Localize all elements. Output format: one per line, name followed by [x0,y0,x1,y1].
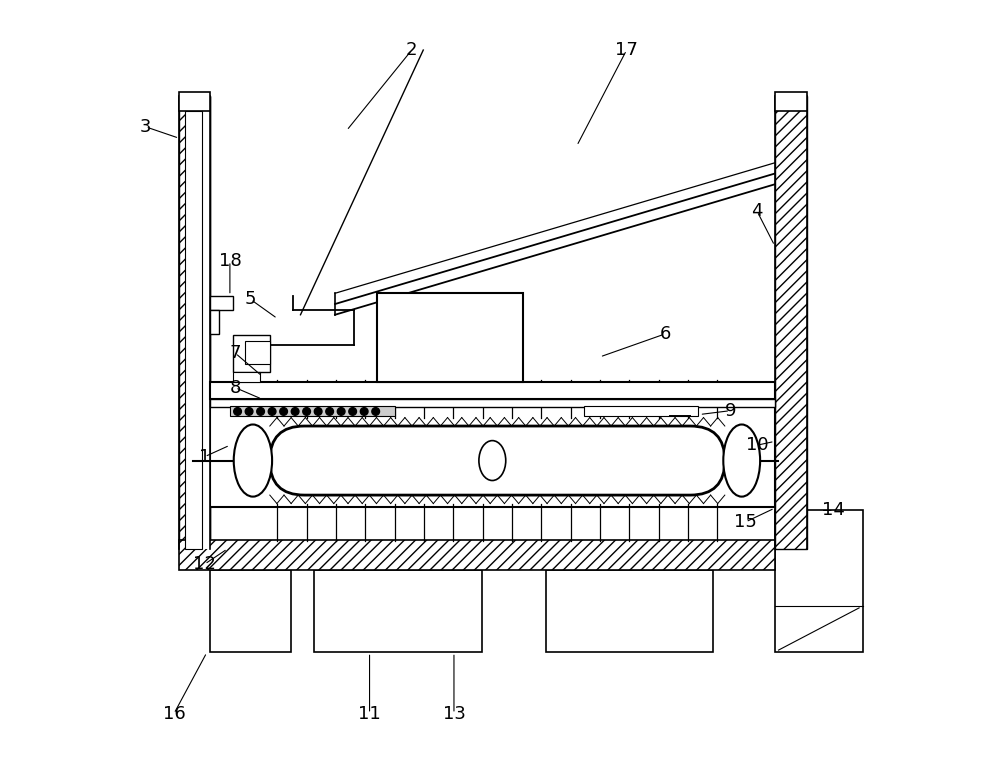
Text: 16: 16 [163,705,185,723]
Circle shape [326,408,333,415]
Bar [210,310,219,334]
Bar [210,382,775,399]
Bar [185,111,202,549]
Circle shape [349,408,357,415]
Text: 17: 17 [615,41,638,59]
Bar [179,540,775,569]
Text: 10: 10 [746,436,768,454]
Text: 6: 6 [659,325,671,343]
Circle shape [234,408,241,415]
Circle shape [291,408,299,415]
Bar [775,511,863,652]
Ellipse shape [479,441,506,481]
Text: 11: 11 [358,705,381,723]
Bar [584,406,698,416]
Circle shape [303,408,310,415]
Bar [210,399,775,407]
Circle shape [280,408,287,415]
Text: 4: 4 [751,202,763,220]
Bar [230,406,395,416]
Circle shape [337,408,345,415]
Bar [546,569,713,652]
Text: 18: 18 [219,252,241,270]
Bar [775,92,807,111]
Text: 13: 13 [443,705,465,723]
Bar [233,335,270,373]
Bar [193,96,210,549]
Ellipse shape [723,424,760,496]
Bar [210,569,291,652]
Bar [210,399,775,507]
Bar [179,96,210,549]
Text: 9: 9 [724,402,736,420]
Circle shape [245,408,253,415]
Text: 7: 7 [230,345,241,362]
Circle shape [372,408,380,415]
Bar [377,294,523,381]
Ellipse shape [234,424,272,496]
Text: 15: 15 [734,513,757,531]
Circle shape [257,408,264,415]
Text: 8: 8 [230,379,241,397]
Text: 1: 1 [199,448,210,466]
Bar [179,96,210,549]
Bar [179,96,210,549]
Bar [233,373,260,381]
Circle shape [360,408,368,415]
Circle shape [314,408,322,415]
Bar [775,96,807,549]
Bar [210,296,233,310]
FancyBboxPatch shape [270,426,725,495]
Text: 12: 12 [193,555,216,573]
Circle shape [268,408,276,415]
Bar [314,569,482,652]
Text: 3: 3 [140,117,151,135]
Bar [179,92,210,111]
Text: 14: 14 [822,501,845,519]
Text: 5: 5 [245,290,256,309]
Bar [245,341,270,364]
Text: 2: 2 [406,41,418,59]
